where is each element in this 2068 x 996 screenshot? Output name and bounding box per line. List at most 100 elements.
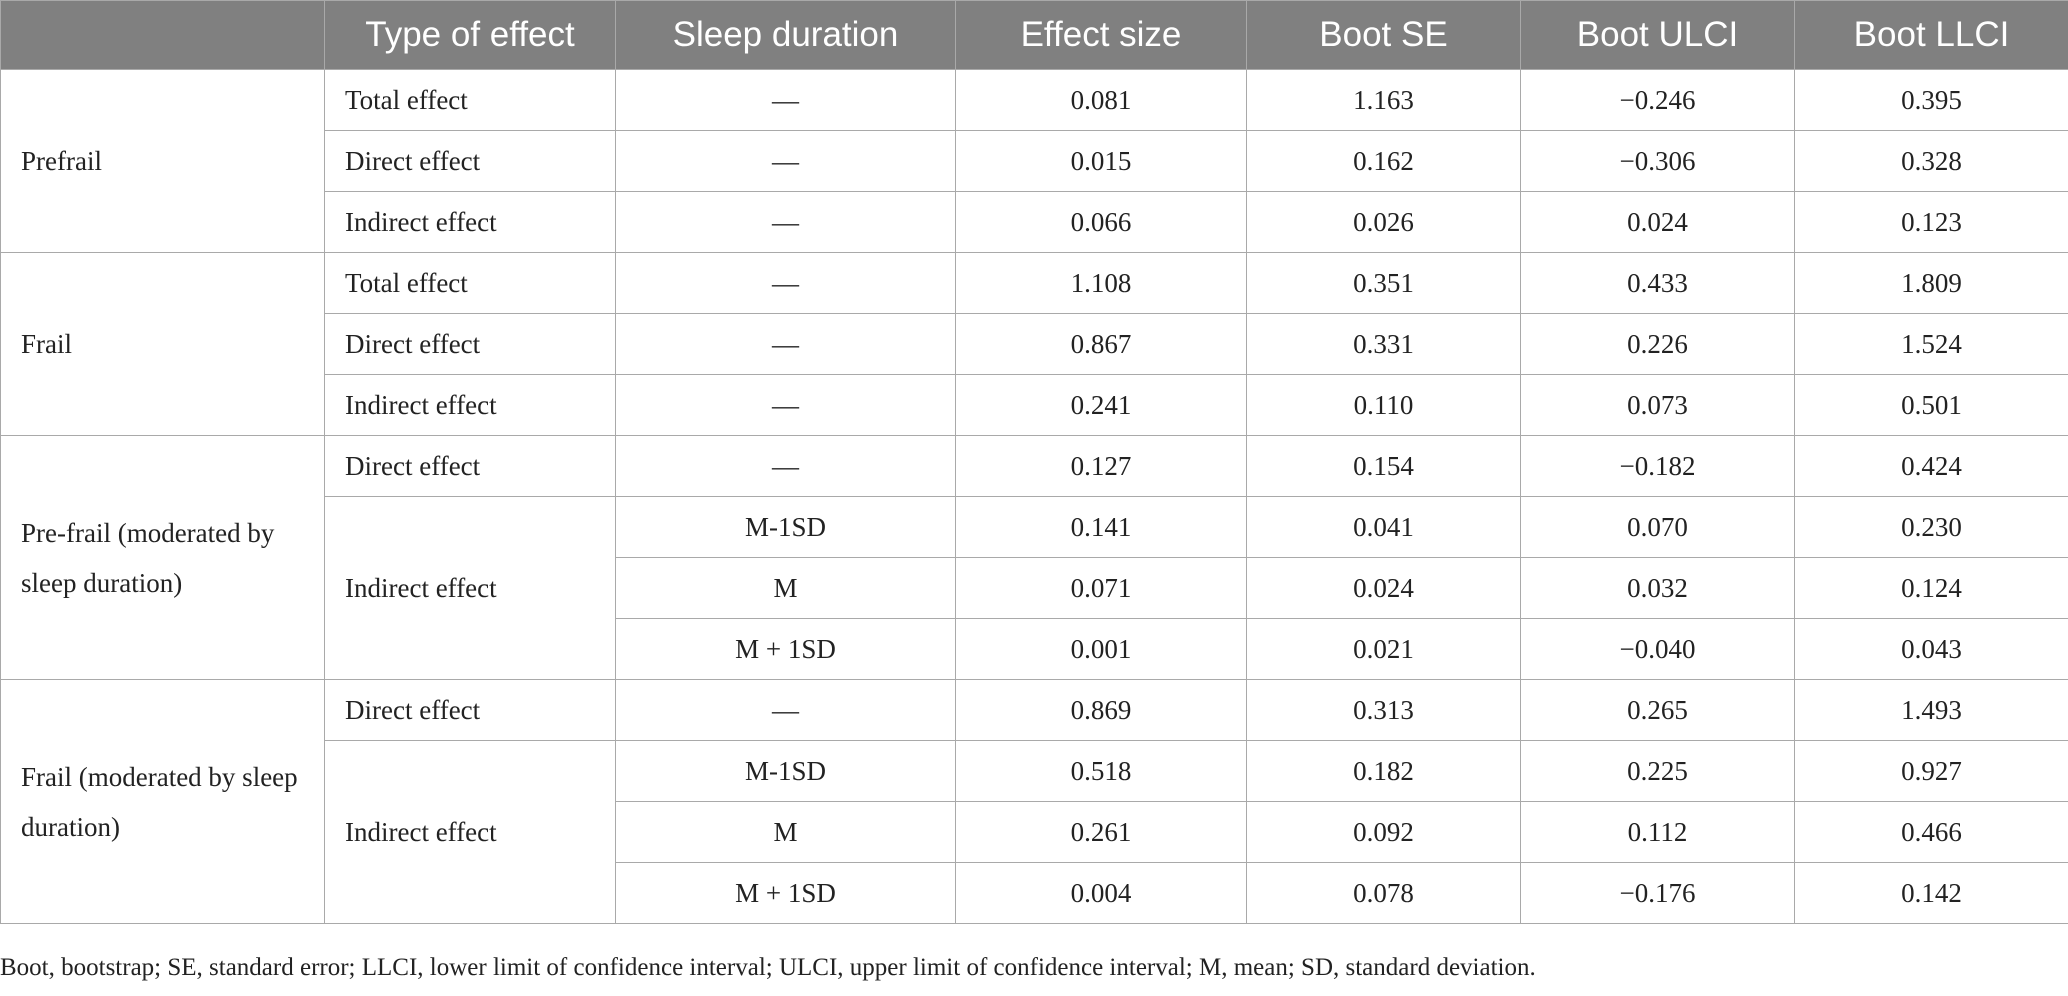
boot-se-cell: 0.026: [1246, 191, 1521, 253]
type-of-effect-cell: Direct effect: [324, 313, 616, 375]
boot-se-cell: 0.331: [1246, 313, 1521, 375]
table-row: M 0.071 0.024 0.032 0.124: [1, 557, 2068, 619]
boot-ulci-cell: 0.433: [1520, 252, 1795, 314]
boot-ulci-cell: 0.024: [1520, 191, 1795, 253]
effect-size-cell: 0.066: [955, 191, 1247, 253]
boot-llci-cell: 0.424: [1794, 435, 2068, 497]
type-of-effect-cell: Direct effect: [324, 679, 616, 741]
table-row: M 0.261 0.092 0.112 0.466: [1, 801, 2068, 863]
boot-se-cell: 0.092: [1246, 801, 1521, 863]
sleep-duration-cell: M-1SD: [615, 496, 956, 558]
type-of-effect-cell: Total effect: [324, 69, 616, 131]
table-row: Direct effect — 0.867 0.331 0.226 1.524: [1, 313, 2068, 375]
boot-llci-cell: 0.123: [1794, 191, 2068, 253]
effect-size-cell: 0.127: [955, 435, 1247, 497]
effect-size-cell: 0.141: [955, 496, 1247, 558]
effect-size-cell: 0.261: [955, 801, 1247, 863]
effect-size-cell: 0.071: [955, 557, 1247, 619]
boot-ulci-cell: 0.073: [1520, 374, 1795, 436]
table-row: M + 1SD 0.001 0.021 −0.040 0.043: [1, 618, 2068, 680]
boot-ulci-cell: 0.265: [1520, 679, 1795, 741]
effect-size-cell: 0.004: [955, 862, 1247, 924]
boot-se-cell: 0.351: [1246, 252, 1521, 314]
type-of-effect-cell: Direct effect: [324, 435, 616, 497]
boot-se-cell: 0.024: [1246, 557, 1521, 619]
header-boot-se: Boot SE: [1246, 0, 1521, 70]
boot-se-cell: 0.313: [1246, 679, 1521, 741]
table-row: Prefrail Total effect — 0.081 1.163 −0.2…: [0, 69, 2068, 253]
effect-size-cell: 0.241: [955, 374, 1247, 436]
sleep-duration-cell: —: [615, 69, 956, 131]
header-effect-size: Effect size: [955, 0, 1247, 70]
boot-se-cell: 0.162: [1246, 130, 1521, 192]
type-of-effect-cell: Total effect: [324, 252, 616, 314]
type-of-effect-cell: Indirect effect: [324, 191, 616, 253]
boot-ulci-cell: −0.182: [1520, 435, 1795, 497]
boot-llci-cell: 1.493: [1794, 679, 2068, 741]
boot-llci-cell: 0.501: [1794, 374, 2068, 436]
header-boot-ulci: Boot ULCI: [1520, 0, 1795, 70]
sleep-duration-cell: M: [615, 557, 956, 619]
boot-llci-cell: 0.927: [1794, 740, 2068, 802]
table-row: Pre-frail (moderated by sleep duration) …: [0, 435, 2068, 680]
effect-size-cell: 0.081: [955, 69, 1247, 131]
effect-size-cell: 0.869: [955, 679, 1247, 741]
group-label: Frail: [0, 252, 325, 436]
boot-se-cell: 0.078: [1246, 862, 1521, 924]
boot-ulci-cell: −0.246: [1520, 69, 1795, 131]
sleep-duration-cell: —: [615, 130, 956, 192]
boot-se-cell: 0.021: [1246, 618, 1521, 680]
boot-ulci-cell: −0.306: [1520, 130, 1795, 192]
table-row: Indirect effect — 0.066 0.026 0.024 0.12…: [1, 191, 2068, 253]
results-table: Type of effect Sleep duration Effect siz…: [0, 0, 2068, 924]
boot-ulci-cell: −0.176: [1520, 862, 1795, 924]
boot-ulci-cell: 0.225: [1520, 740, 1795, 802]
table-row: Frail Total effect — 1.108 0.351 0.433 1…: [0, 252, 2068, 436]
boot-llci-cell: 0.328: [1794, 130, 2068, 192]
header-sleep-duration: Sleep duration: [615, 0, 956, 70]
sleep-duration-cell: —: [615, 313, 956, 375]
header-group: [0, 0, 325, 70]
sleep-duration-cell: M-1SD: [615, 740, 956, 802]
type-of-effect-cell: Indirect effect: [324, 740, 616, 924]
boot-se-cell: 0.182: [1246, 740, 1521, 802]
boot-ulci-cell: 0.226: [1520, 313, 1795, 375]
sleep-duration-cell: —: [615, 191, 956, 253]
effect-size-cell: 0.867: [955, 313, 1247, 375]
sleep-duration-cell: —: [615, 252, 956, 314]
header-type-of-effect: Type of effect: [324, 0, 616, 70]
boot-se-cell: 0.154: [1246, 435, 1521, 497]
effect-size-cell: 0.015: [955, 130, 1247, 192]
group-label: Pre-frail (moderated by sleep duration): [0, 435, 325, 680]
sleep-duration-cell: M + 1SD: [615, 618, 956, 680]
table-row: M + 1SD 0.004 0.078 −0.176 0.142: [1, 862, 2068, 924]
type-of-effect-cell: Indirect effect: [324, 496, 616, 680]
boot-llci-cell: 1.809: [1794, 252, 2068, 314]
header-row: Type of effect Sleep duration Effect siz…: [0, 0, 2068, 70]
boot-ulci-cell: 0.112: [1520, 801, 1795, 863]
boot-llci-cell: 0.395: [1794, 69, 2068, 131]
effect-size-cell: 0.001: [955, 618, 1247, 680]
table-row: Frail (moderated by sleep duration) Dire…: [0, 679, 2068, 924]
boot-se-cell: 0.110: [1246, 374, 1521, 436]
boot-llci-cell: 0.466: [1794, 801, 2068, 863]
effect-size-cell: 1.108: [955, 252, 1247, 314]
boot-se-cell: 0.041: [1246, 496, 1521, 558]
sleep-duration-cell: —: [615, 679, 956, 741]
boot-ulci-cell: −0.040: [1520, 618, 1795, 680]
group-label: Prefrail: [0, 69, 325, 253]
table-footnote: Boot, bootstrap; SE, standard error; LLC…: [0, 954, 1536, 981]
table-header: Type of effect Sleep duration Effect siz…: [0, 0, 2068, 70]
table-body: Prefrail Total effect — 0.081 1.163 −0.2…: [0, 69, 2068, 924]
sleep-duration-cell: —: [615, 435, 956, 497]
boot-llci-cell: 1.524: [1794, 313, 2068, 375]
sleep-duration-cell: —: [615, 374, 956, 436]
sleep-duration-cell: M: [615, 801, 956, 863]
table-row: Indirect effect — 0.241 0.110 0.073 0.50…: [1, 374, 2068, 436]
boot-ulci-cell: 0.070: [1520, 496, 1795, 558]
sleep-duration-cell: M + 1SD: [615, 862, 956, 924]
table-row: Indirect effect M-1SD 0.518 0.182 0.225 …: [1, 740, 2068, 924]
group-label: Frail (moderated by sleep duration): [0, 679, 325, 924]
header-boot-llci: Boot LLCI: [1794, 0, 2068, 70]
boot-llci-cell: 0.230: [1794, 496, 2068, 558]
